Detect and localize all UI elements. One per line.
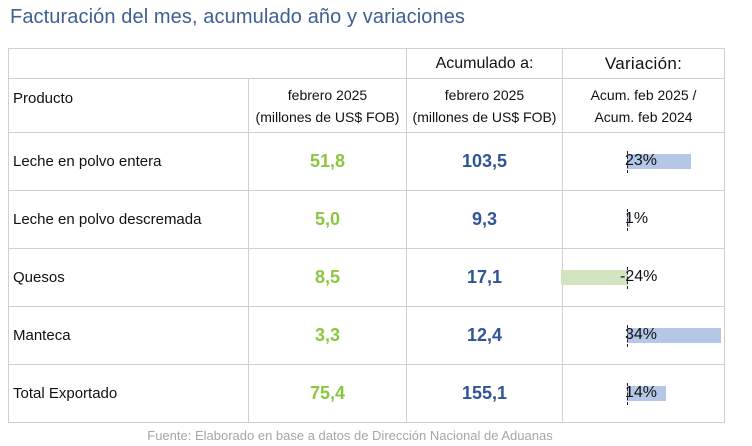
acumulado-value: 103,5 (406, 132, 563, 191)
header-producto: Producto (8, 78, 249, 133)
header-mes-line2: (millones de US$ FOB) (255, 108, 400, 125)
header-acum-line1: febrero 2025 (444, 86, 525, 103)
mes-value: 5,0 (248, 190, 407, 249)
header-var-line1: Acum. feb 2025 / (590, 86, 697, 103)
variacion-cell: 23% (562, 132, 725, 191)
acumulado-value: 12,4 (406, 306, 563, 365)
product-name: Leche en polvo descremada (8, 190, 249, 249)
mes-value: 75,4 (248, 364, 407, 423)
table-row: Manteca 3,3 12,4 34% (8, 306, 725, 365)
variacion-value: 23% (625, 151, 658, 169)
header-acumulado: febrero 2025 (millones de US$ FOB) (406, 78, 563, 133)
variacion-cell: -24% (560, 248, 725, 307)
product-name: Leche en polvo entera (8, 132, 249, 191)
header-row-top: Acumulado a: Variación: (8, 48, 725, 79)
variacion-bar (627, 153, 691, 169)
variacion-cell: 34% (562, 306, 725, 365)
header-mes-line1: febrero 2025 (287, 86, 368, 103)
header-variacion-top: Variación: (562, 48, 725, 79)
variacion-bar (627, 385, 666, 401)
variacion-cell: 1% (562, 190, 725, 249)
variacion-axis (627, 382, 629, 405)
acumulado-value: 9,3 (406, 190, 563, 249)
header-acumulado-top: Acumulado a: (406, 48, 563, 79)
variacion-value: 14% (625, 383, 658, 401)
header-row-bottom: Producto febrero 2025 (millones de US$ F… (8, 78, 725, 133)
variacion-axis (627, 208, 629, 231)
variacion-value: 34% (625, 325, 658, 343)
table-row: Quesos 8,5 17,1 -24% (8, 248, 725, 307)
variacion-axis (627, 150, 629, 173)
header-variacion: Acum. feb 2025 / Acum. feb 2024 (562, 78, 725, 133)
variacion-bar (627, 211, 630, 227)
product-name: Manteca (8, 306, 249, 365)
product-name: Total Exportado (8, 364, 249, 423)
variacion-bar (560, 269, 627, 285)
variacion-value: -24% (620, 267, 658, 285)
table-row: Total Exportado 75,4 155,1 14% (8, 364, 725, 423)
variacion-value: 1% (625, 209, 649, 227)
variacion-axis (627, 324, 629, 347)
table-row: Leche en polvo entera 51,8 103,5 23% (8, 132, 725, 191)
variacion-bar (627, 327, 721, 343)
product-name: Quesos (8, 248, 249, 307)
acumulado-value: 17,1 (406, 248, 563, 307)
header-var-line2: Acum. feb 2024 (594, 108, 693, 125)
table-row: Leche en polvo descremada 5,0 9,3 1% (8, 190, 725, 249)
mes-value: 51,8 (248, 132, 407, 191)
mes-value: 8,5 (248, 248, 407, 307)
mes-value: 3,3 (248, 306, 407, 365)
variacion-axis (627, 266, 629, 289)
header-blank (8, 48, 407, 79)
source-footer: Fuente: Elaborado en base a datos de Dir… (147, 428, 553, 443)
page-title: Facturación del mes, acumulado año y var… (10, 6, 466, 28)
acumulado-value: 155,1 (406, 364, 563, 423)
header-mes: febrero 2025 (millones de US$ FOB) (248, 78, 407, 133)
variacion-cell: 14% (562, 364, 725, 423)
billing-table: Acumulado a: Variación: Producto febrero… (8, 48, 725, 423)
header-acum-line2: (millones de US$ FOB) (412, 108, 557, 125)
